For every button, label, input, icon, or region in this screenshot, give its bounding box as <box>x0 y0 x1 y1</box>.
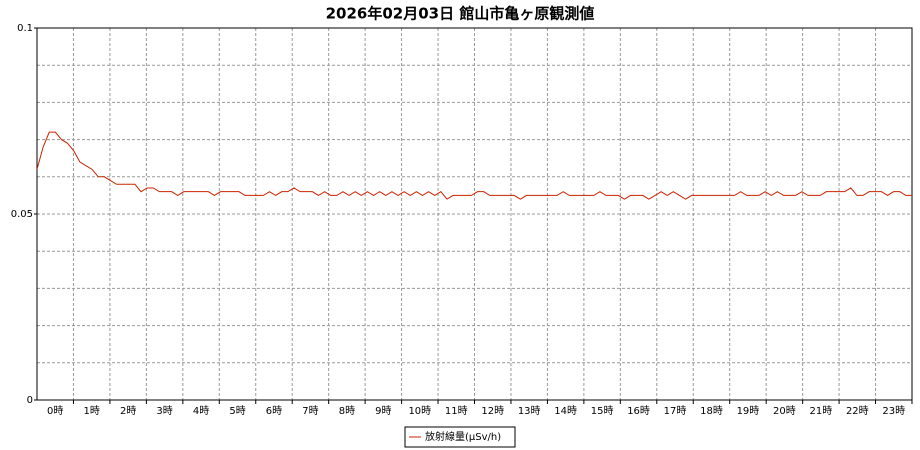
x-tick-label: 5時 <box>229 405 245 417</box>
x-tick-label: 13時 <box>518 405 541 417</box>
x-tick-label: 12時 <box>481 405 504 417</box>
legend-label: 放射線量(μSv/h) <box>425 430 501 443</box>
x-tick-label: 4時 <box>193 405 209 417</box>
x-tick-label: 21時 <box>809 405 832 417</box>
x-tick-label: 14時 <box>554 405 577 417</box>
x-tick-label: 11時 <box>445 405 468 417</box>
x-tick-label: 18時 <box>700 405 723 417</box>
x-tick-label: 9時 <box>375 405 391 417</box>
x-tick-label: 19時 <box>737 405 760 417</box>
x-tick-label: 10時 <box>408 405 431 417</box>
y-tick-label: 0.1 <box>17 23 33 34</box>
x-tick-label: 20時 <box>773 405 796 417</box>
x-tick-label: 2時 <box>120 405 136 417</box>
x-tick-label: 8時 <box>339 405 355 417</box>
x-tick-label: 22時 <box>846 405 869 417</box>
legend-box <box>404 426 516 448</box>
x-tick-label: 1時 <box>84 405 100 417</box>
x-tick-label: 6時 <box>266 405 282 417</box>
data-line <box>36 131 912 200</box>
legend: 放射線量(μSv/h) <box>404 426 516 448</box>
x-tick-label: 17時 <box>664 405 687 417</box>
x-tick-label: 23時 <box>882 405 905 417</box>
x-tick-label: 16時 <box>627 405 650 417</box>
x-tick-label: 7時 <box>302 405 318 417</box>
x-tick-label: 0時 <box>47 405 63 417</box>
x-tick-label: 3時 <box>156 405 172 417</box>
y-tick-label: 0 <box>27 395 33 406</box>
y-tick-label: 0.05 <box>11 209 33 220</box>
x-tick-label: 15時 <box>591 405 614 417</box>
chart-title: 2026年02月03日 館山市亀ヶ原観測値 <box>326 5 595 23</box>
